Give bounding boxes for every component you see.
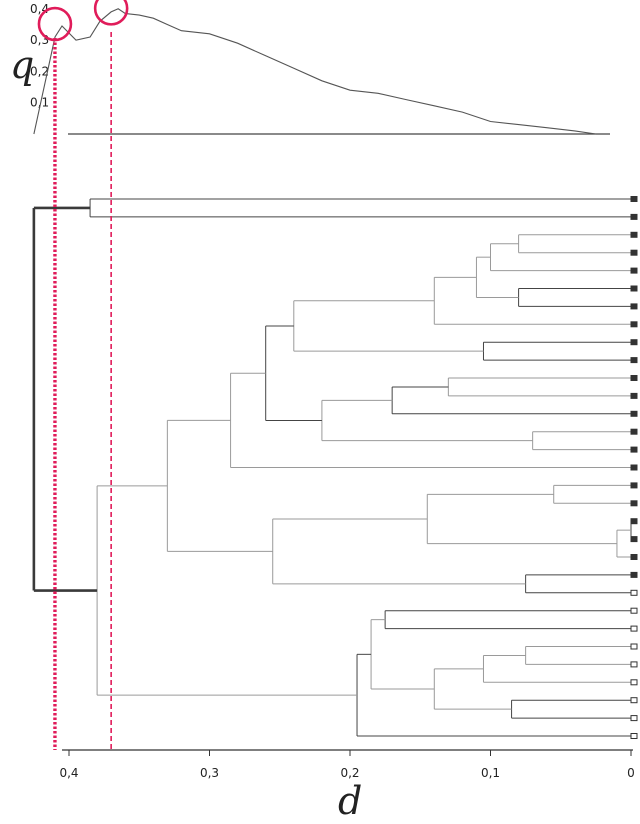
leaf-marker	[630, 213, 638, 220]
leaf-marker	[630, 321, 638, 328]
y-tick-label: 0,4	[30, 2, 49, 16]
leaf-marker	[630, 589, 638, 596]
leaf-marker	[630, 446, 638, 453]
leaf-marker	[630, 339, 638, 346]
y-tick-label: 0,3	[30, 33, 49, 47]
modularity-plot: q 0,4 0,3 0,2 0,1	[10, 0, 610, 135]
leaf-marker	[630, 554, 638, 560]
leaf-marker	[630, 249, 638, 256]
leaf-marker	[630, 679, 638, 686]
leaf-marker	[630, 571, 638, 578]
leaf-marker	[630, 482, 638, 489]
leaf-marker	[630, 428, 638, 435]
x-ticks: 0,4 0,3 0,2 0,1 0	[59, 750, 635, 780]
peak-marker	[37, 6, 73, 42]
leaf-marker	[630, 518, 638, 525]
leaf-marker	[630, 733, 638, 739]
leaf-marker	[630, 231, 638, 238]
leaf-marker	[630, 661, 638, 668]
x-tick-label: 0,2	[340, 766, 359, 780]
leaf-marker	[630, 643, 638, 650]
dendrogram	[32, 196, 638, 739]
cut-lines	[53, 32, 112, 750]
x-axis-label: d	[338, 779, 362, 823]
modularity-curve	[33, 8, 596, 135]
x-axis: 0,4 0,3 0,2 0,1 0 d	[59, 749, 635, 823]
leaf-marker	[630, 357, 638, 364]
leaf-marker	[630, 267, 638, 274]
peak-markers	[37, 0, 129, 42]
leaf-marker	[630, 697, 638, 704]
y-tick-label: 0,2	[30, 64, 49, 78]
leaf-marker	[630, 625, 638, 632]
leaf-marker	[630, 715, 638, 722]
leaf-marker	[630, 303, 638, 310]
leaf-marker	[630, 500, 638, 507]
x-tick-label: 0,4	[59, 766, 78, 780]
leaf-marker	[630, 607, 638, 614]
x-tick-label: 0,1	[481, 766, 500, 780]
dendrogram-links	[32, 198, 632, 737]
peak-marker	[93, 0, 129, 26]
y-axis-label: q	[10, 43, 34, 87]
leaf-marker	[630, 375, 638, 381]
y-tick-label: 0,1	[30, 96, 49, 110]
leaf-marker	[630, 536, 638, 543]
leaf-marker	[630, 464, 638, 471]
x-tick-label: 0	[627, 766, 635, 780]
dendrogram-leaves	[630, 196, 638, 739]
leaf-marker	[630, 285, 638, 292]
leaf-marker	[630, 392, 638, 399]
leaf-marker	[630, 196, 638, 202]
leaf-marker	[630, 410, 638, 417]
x-tick-label: 0,3	[200, 766, 219, 780]
